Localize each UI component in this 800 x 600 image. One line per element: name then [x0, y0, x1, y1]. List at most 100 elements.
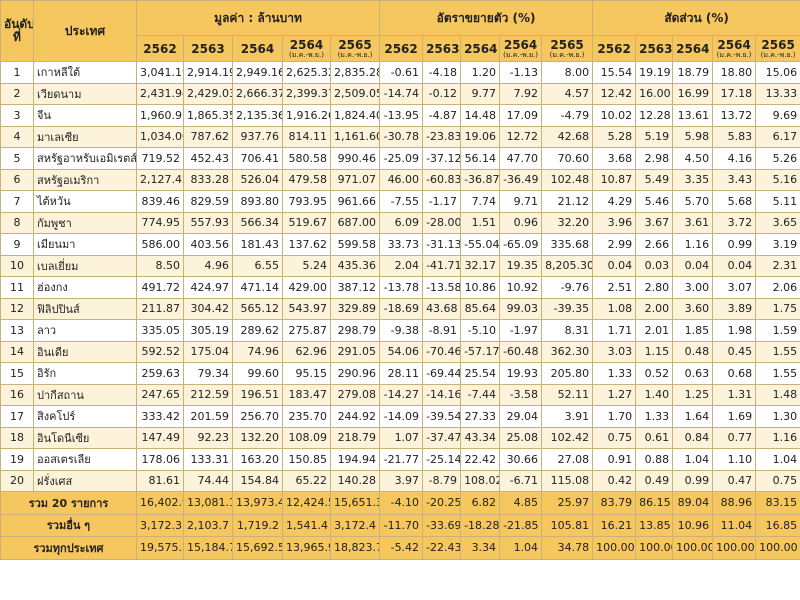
country-cell: เวียดนาม [33, 82, 137, 105]
period-note: (ม.ค.-พ.ย.) [289, 50, 324, 59]
value-cell: 990.46 [329, 147, 381, 170]
growth-cell: -69.44 [422, 362, 462, 385]
growth-cell: 56.14 [460, 147, 501, 170]
value-cell: 74.96 [232, 340, 283, 363]
share-cell: 0.04 [712, 254, 757, 277]
country-cell: ฮ่องกง [33, 276, 137, 299]
growth-cell: -31.13 [422, 233, 462, 256]
rank-cell: 16 [0, 383, 34, 406]
table-row: 16 ปากีสถาน 247.65 212.59 196.51 183.47 279.08… [0, 383, 800, 406]
growth-cell: 42.68 [541, 125, 594, 148]
summary-growth-cell: -22.43 [422, 536, 462, 560]
value-cell: 687.00 [329, 211, 381, 234]
value-cell: 1,916.26 [282, 104, 331, 127]
growth-cell: 52.11 [541, 383, 594, 406]
growth-cell: -60.48 [499, 340, 543, 363]
share-cell: 0.48 [672, 340, 714, 363]
growth-cell: 47.70 [499, 147, 543, 170]
share-cell: 0.04 [592, 254, 637, 277]
share-cell: 15.06 [755, 61, 800, 84]
growth-cell: 43.34 [460, 426, 501, 449]
value-cell: 706.41 [232, 147, 283, 170]
growth-cell: 362.30 [541, 340, 594, 363]
country-cell: สิงคโปร์ [33, 405, 137, 428]
growth-cell: -13.58 [422, 276, 462, 299]
share-cell: 4.50 [672, 147, 714, 170]
summary-share-cell: 86.15 [635, 491, 674, 515]
summary-value-cell: 13,965.94 [282, 536, 331, 560]
growth-cell: 2.04 [379, 254, 424, 277]
rank-cell: 18 [0, 426, 34, 449]
share-cell: 0.52 [635, 362, 674, 385]
growth-cell: -30.78 [379, 125, 424, 148]
summary-growth-cell: 25.97 [541, 491, 594, 515]
rank-cell: 14 [0, 340, 34, 363]
share-cell: 0.49 [635, 469, 674, 492]
share-cell: 1.64 [672, 405, 714, 428]
value-cell: 218.79 [329, 426, 381, 449]
growth-cell: -60.83 [422, 168, 462, 191]
summary-growth-cell: -4.10 [379, 491, 424, 515]
share-cell: 1.04 [672, 448, 714, 471]
share-cell: 3.00 [672, 276, 714, 299]
share-cell: 5.49 [635, 168, 674, 191]
share-cell: 1.55 [755, 362, 800, 385]
growth-cell: 46.00 [379, 168, 424, 191]
rank-cell: 11 [0, 276, 34, 299]
value-cell: 275.87 [282, 319, 331, 342]
value-cell: 150.85 [282, 448, 331, 471]
summary-value-cell: 13,973.4 [232, 491, 283, 515]
value-cell: 2,431.94 [136, 82, 184, 105]
summary-value-cell: 12,424.5 [282, 491, 331, 515]
share-cell: 1.27 [592, 383, 637, 406]
value-cell: 201.59 [183, 405, 233, 428]
growth-cell: 8.00 [541, 61, 594, 84]
growth-cell: 0.96 [499, 211, 543, 234]
share-cell: 16.99 [672, 82, 714, 105]
rank-cell: 12 [0, 297, 34, 320]
growth-cell: -7.44 [460, 383, 501, 406]
share-cell: 4.29 [592, 190, 637, 213]
share-cell: 19.19 [635, 61, 674, 84]
summary-share-cell: 16.85 [755, 513, 800, 537]
growth-cell: -39.54 [422, 405, 462, 428]
country-cell: เกาหลีใต้ [33, 61, 137, 84]
value-cell: 580.58 [282, 147, 331, 170]
summary-growth-cell: -33.69 [422, 513, 462, 537]
share-cell: 18.79 [672, 61, 714, 84]
value-cell: 133.31 [183, 448, 233, 471]
value-cell: 290.96 [329, 362, 381, 385]
share-cell: 2.06 [755, 276, 800, 299]
value-cell: 971.07 [329, 168, 381, 191]
value-cell: 829.59 [183, 190, 233, 213]
value-year-header: 2562 [136, 35, 184, 62]
share-cell: 13.61 [672, 104, 714, 127]
share-cell: 0.42 [592, 469, 637, 492]
share-cell: 5.70 [672, 190, 714, 213]
rank-cell: 8 [0, 211, 34, 234]
value-cell: 2,914.19 [183, 61, 233, 84]
growth-cell: 3.91 [541, 405, 594, 428]
value-cell: 79.34 [183, 362, 233, 385]
growth-cell: -70.46 [422, 340, 462, 363]
share-cell: 12.42 [592, 82, 637, 105]
table-row: 18 อินโดนีเซีย 147.49 92.23 132.20 108.09 218.… [0, 426, 800, 449]
value-year-header: 2565 (ม.ค.-พ.ย.) [329, 35, 381, 62]
growth-year-header: 2565 (ม.ค.-พ.ย.) [541, 35, 594, 62]
share-cell: 5.28 [592, 125, 637, 148]
value-year-header: 2564 [232, 35, 283, 62]
share-cell: 1.69 [712, 405, 757, 428]
value-cell: 774.95 [136, 211, 184, 234]
share-cell: 5.19 [635, 125, 674, 148]
value-cell: 429.00 [282, 276, 331, 299]
share-cell: 2.98 [635, 147, 674, 170]
period-note: (ม.ค.-พ.ย.) [760, 50, 796, 59]
table-row: 13 ลาว 335.05 305.19 289.62 275.87 298.79 -9.38… [0, 319, 800, 342]
value-cell: 329.89 [329, 297, 381, 320]
summary-value-cell: 1,719.2 [232, 513, 283, 537]
growth-cell: 32.17 [460, 254, 501, 277]
share-cell: 0.88 [635, 448, 674, 471]
growth-cell: -13.78 [379, 276, 424, 299]
summary-share-cell: 11.04 [712, 513, 757, 537]
growth-cell: 29.04 [499, 405, 543, 428]
